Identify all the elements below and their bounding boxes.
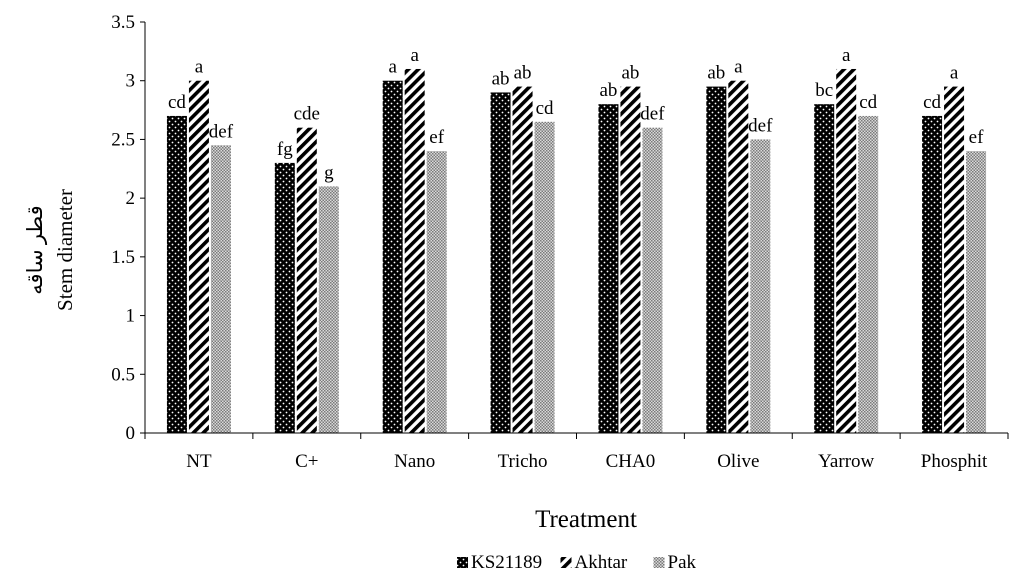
bar-akhtar — [296, 127, 317, 433]
bar-pak — [966, 151, 987, 433]
x-tick-label: Olive — [717, 451, 759, 472]
significance-label: a — [734, 57, 743, 78]
bar-akhtar — [728, 80, 749, 433]
x-tick-label: CHA0 — [606, 451, 656, 472]
legend-swatch-pak — [653, 557, 665, 568]
significance-label: ab — [514, 63, 532, 84]
x-tick-label: Yarrow — [818, 451, 874, 472]
y-tick-label: 0 — [126, 423, 136, 444]
bar-pak — [426, 151, 447, 433]
y-axis-title-fa: قطر ساقه — [23, 205, 48, 294]
legend-label-pak: Pak — [668, 552, 697, 573]
significance-label: cd — [536, 98, 554, 119]
significance-label: a — [195, 57, 204, 78]
significance-label: a — [842, 45, 851, 66]
x-axis-tick-labels: NT C+ Nano Tricho CHA0 Olive Yarrow Phosphit — [144, 433, 1009, 472]
legend-label-akhtar: Akhtar — [575, 552, 628, 573]
significance-label: cd — [923, 92, 941, 113]
bar-pak — [858, 115, 879, 433]
significance-label: fg — [277, 139, 293, 160]
bar-pak — [210, 145, 231, 434]
significance-label: bc — [815, 80, 833, 101]
y-tick-label: 2 — [126, 188, 136, 209]
x-tick-label: C+ — [295, 451, 318, 472]
bar-ks21189 — [490, 92, 511, 433]
bar-pak — [750, 139, 771, 433]
y-tick-label: 1 — [126, 306, 136, 327]
legend-swatch-akhtar — [560, 557, 572, 568]
x-tick-label: Phosphit — [921, 451, 988, 472]
y-axis-title: قطر ساقه Stem diameter — [23, 189, 77, 311]
significance-label: a — [388, 57, 397, 78]
bar-ks21189 — [274, 162, 295, 433]
y-tick-label: 2.5 — [111, 129, 135, 150]
y-tick-label: 3 — [126, 71, 136, 92]
legend: KS21189 Akhtar Pak — [457, 552, 697, 573]
bar-pak — [534, 121, 555, 434]
y-tick-label: 3.5 — [111, 12, 135, 33]
bar-ks21189 — [598, 104, 619, 433]
bar-akhtar — [188, 80, 209, 433]
significance-label: def — [640, 104, 665, 125]
y-axis-title-en: Stem diameter — [53, 189, 77, 311]
x-tick-label: Tricho — [498, 451, 548, 472]
y-axis-ticks: 0 0.5 1 1.5 2 2.5 3 3.5 — [111, 12, 145, 444]
x-tick-label: Nano — [394, 451, 435, 472]
significance-label: a — [950, 63, 959, 84]
bar-ks21189 — [382, 80, 403, 433]
legend-swatch-ks21189 — [457, 557, 468, 568]
x-axis-title: Treatment — [535, 506, 637, 533]
bar-pak — [318, 186, 339, 433]
bar-akhtar — [944, 86, 965, 433]
bar-ks21189 — [706, 86, 727, 433]
bar-akhtar — [620, 86, 641, 433]
significance-label: def — [748, 115, 773, 136]
significance-label: ab — [621, 63, 639, 84]
bar-akhtar — [404, 68, 425, 433]
significance-label: a — [410, 45, 419, 66]
significance-label: ef — [429, 127, 444, 148]
bars-group — [166, 68, 987, 434]
significance-label: ab — [492, 68, 510, 89]
significance-label: cd — [168, 92, 186, 113]
bar-ks21189 — [922, 115, 943, 433]
y-tick-label: 1.5 — [111, 247, 135, 268]
significance-label: ef — [969, 127, 984, 148]
bar-ks21189 — [814, 104, 835, 433]
y-tick-label: 0.5 — [111, 364, 135, 385]
x-tick-label: NT — [186, 451, 212, 472]
significance-label: cde — [294, 104, 320, 125]
legend-label-ks21189: KS21189 — [471, 552, 542, 573]
significance-label: ab — [707, 63, 725, 84]
significance-label: def — [209, 121, 234, 142]
significance-label: g — [324, 162, 334, 183]
bar-akhtar — [512, 86, 533, 433]
bar-ks21189 — [166, 115, 187, 433]
significance-label: cd — [859, 92, 877, 113]
bar-pak — [642, 127, 663, 433]
bar-akhtar — [836, 68, 857, 433]
significance-label: ab — [599, 80, 617, 101]
